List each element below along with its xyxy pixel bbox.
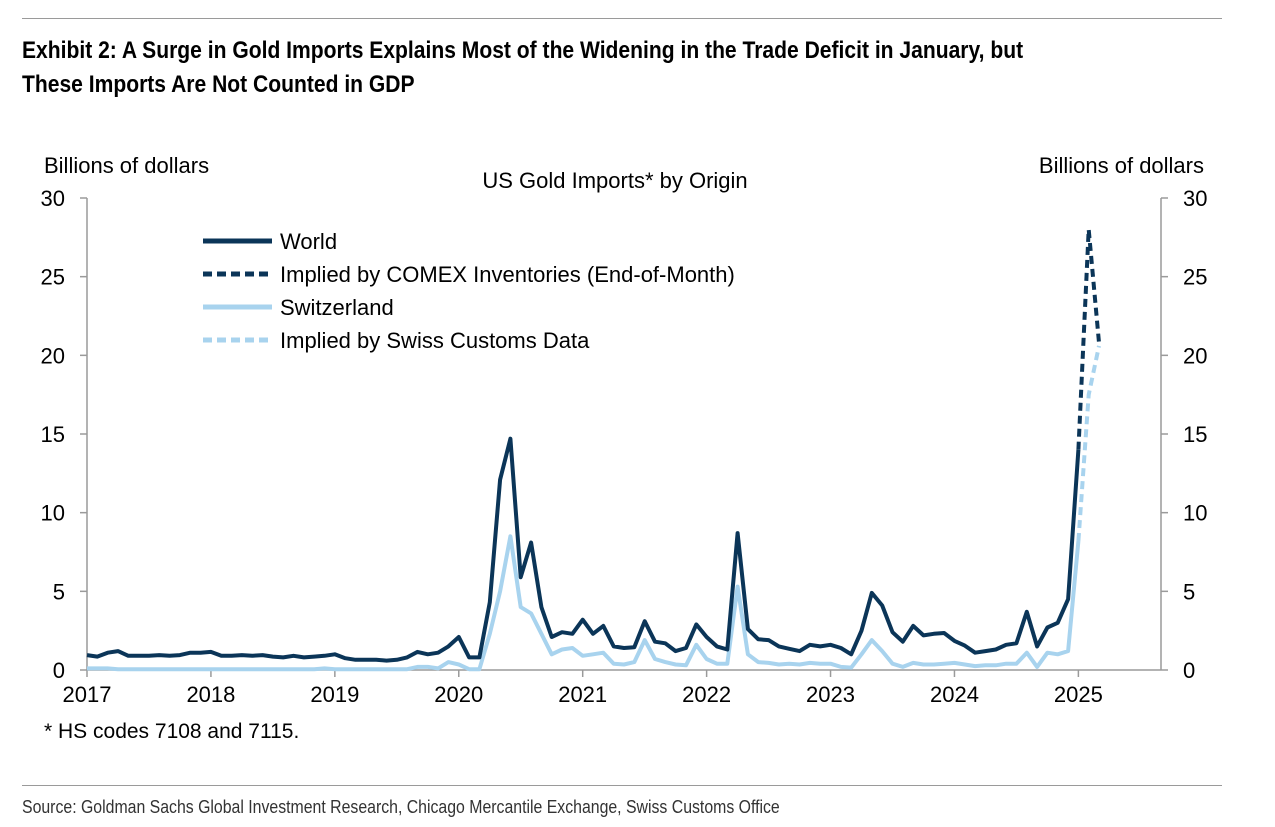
legend-label-2: Switzerland [280,295,394,320]
y-left-tick-label: 30 [41,186,65,211]
x-tick-label: 2021 [558,682,607,707]
series-line-0 [86,436,1081,663]
x-tick-label: 2018 [186,682,235,707]
y-right-tick-label: 15 [1183,422,1207,447]
y-right-tick-label: 0 [1183,658,1195,683]
series-line-2 [87,534,1081,672]
footnote: * HS codes 7108 and 7115. [44,720,300,743]
series-layer [86,227,1101,672]
chart-svg: Billions of dollars Billions of dollars … [41,153,1208,707]
x-tick-label: 2017 [63,682,112,707]
legend-label-1: Implied by COMEX Inventories (End-of-Mon… [280,262,735,287]
x-tick-label: 2020 [434,682,483,707]
chart-area: Billions of dollars Billions of dollars … [0,140,1275,760]
x-tick-label: 2019 [310,682,359,707]
y-right-tick-label: 20 [1183,343,1207,368]
y-right-axis-label: Billions of dollars [1039,153,1204,178]
x-tick-label: 2022 [682,682,731,707]
chart-title: US Gold Imports* by Origin [482,168,747,193]
y-left-tick-label: 0 [53,658,65,683]
bottom-rule [22,785,1222,786]
legend-label-3: Implied by Swiss Customs Data [280,328,590,353]
legend-label-0: World [280,229,337,254]
y-left-tick-label: 20 [41,343,65,368]
top-rule [22,18,1222,19]
x-tick-label: 2024 [930,682,979,707]
y-left-axis-label: Billions of dollars [44,153,209,178]
y-left-tick-label: 5 [53,579,65,604]
y-left-tick-label: 15 [41,422,65,447]
series-line-3 [1076,345,1101,542]
exhibit-title: Exhibit 2: A Surge in Gold Imports Expla… [22,37,1024,98]
x-tick-label: 2025 [1054,682,1103,707]
y-right-tick-label: 30 [1183,186,1207,211]
y-right-tick-label: 10 [1183,501,1207,526]
y-left-tick-label: 25 [41,265,65,290]
y-right-tick-label: 25 [1183,265,1207,290]
y-left-tick-label: 10 [41,501,65,526]
x-tick-label: 2023 [806,682,855,707]
y-right-tick-label: 5 [1183,579,1195,604]
legend: World Implied by COMEX Inventories (End-o… [203,229,735,353]
source-note: Source: Goldman Sachs Global Investment … [22,797,780,817]
